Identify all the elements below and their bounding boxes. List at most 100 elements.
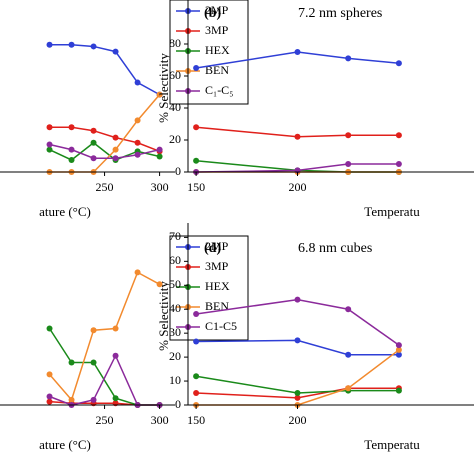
x-tick-label: 250 — [96, 180, 114, 194]
data-point — [156, 281, 163, 288]
y-axis-label: % Selectivity — [156, 53, 171, 123]
panel-title: 6.8 nm cubes — [298, 241, 372, 256]
data-point — [156, 91, 163, 98]
legend-label: 2MP — [205, 239, 229, 253]
series-line — [48, 271, 160, 402]
x-tick-label: 150 — [187, 413, 205, 427]
data-point — [112, 352, 119, 359]
data-point — [294, 390, 301, 397]
data-point — [345, 55, 352, 62]
y-tick-label: 20 — [169, 132, 181, 146]
series-line — [196, 163, 399, 173]
data-point — [112, 395, 119, 402]
data-point — [193, 157, 200, 164]
data-point — [68, 146, 75, 153]
x-tick-label: 150 — [187, 180, 205, 194]
legend-label: C₁-C₅ — [205, 83, 233, 97]
data-point — [134, 79, 141, 86]
data-point — [345, 351, 352, 358]
series-line — [49, 94, 161, 173]
data-point — [112, 146, 119, 153]
x-axis-label: Temperatu — [364, 437, 420, 452]
series-line — [195, 375, 399, 394]
x-tick-label: 300 — [151, 413, 169, 427]
y-tick-label: 60 — [169, 253, 181, 267]
y-tick-label: 80 — [169, 36, 181, 50]
data-point — [134, 139, 141, 146]
legend-label: BEN — [205, 299, 229, 313]
series-line — [195, 51, 399, 69]
data-point — [193, 124, 200, 131]
legend-label: HEX — [205, 43, 230, 57]
data-point — [112, 48, 119, 55]
x-tick-label: 200 — [289, 413, 307, 427]
data-point — [90, 396, 97, 403]
series-line — [49, 141, 160, 161]
data-point — [90, 359, 97, 366]
y-tick-label: 30 — [169, 325, 181, 339]
series-line — [49, 143, 160, 159]
x-tick-label: 250 — [96, 413, 114, 427]
x-axis-label: ature (°C) — [39, 437, 91, 452]
data-point — [395, 60, 402, 67]
data-point — [90, 43, 97, 50]
x-tick-label: 200 — [289, 180, 307, 194]
plot-area — [193, 296, 402, 408]
data-point — [156, 153, 163, 160]
panel-label: (d) — [204, 241, 221, 256]
data-point — [46, 398, 53, 405]
y-tick-label: 70 — [169, 229, 181, 243]
data-point — [90, 327, 97, 334]
data-point — [395, 161, 402, 167]
series-line — [196, 339, 399, 356]
x-axis-label: Temperatu — [364, 204, 420, 219]
data-point — [294, 49, 301, 55]
data-point — [294, 133, 301, 140]
plot-area — [46, 269, 163, 408]
data-point — [193, 311, 200, 318]
data-point — [395, 132, 402, 139]
data-point — [294, 337, 301, 344]
y-tick-label: 0 — [175, 164, 181, 178]
data-point — [46, 371, 53, 378]
x-tick-label: 300 — [151, 180, 169, 194]
legend-label: 2MP — [205, 3, 229, 17]
y-tick-label: 10 — [169, 373, 181, 387]
data-point — [68, 124, 75, 131]
panel-label: (b) — [204, 6, 221, 21]
data-point — [156, 146, 163, 153]
data-point — [68, 396, 75, 403]
data-point — [395, 351, 402, 358]
data-point — [112, 155, 119, 162]
data-point — [294, 296, 301, 303]
data-point — [134, 269, 141, 276]
series-line — [196, 126, 399, 138]
legend-label: 3MP — [205, 259, 229, 273]
data-point — [46, 41, 53, 48]
legend-label: 3MP — [205, 23, 229, 37]
y-tick-label: 40 — [169, 301, 181, 315]
data-point — [68, 156, 75, 163]
legend-label: HEX — [205, 279, 230, 293]
data-point — [193, 338, 200, 345]
x-axis-label: ature (°C) — [39, 204, 91, 219]
data-point — [345, 385, 352, 392]
y-tick-label: 40 — [169, 100, 181, 114]
y-tick-label: 0 — [175, 397, 181, 411]
data-point — [90, 139, 97, 146]
data-point — [68, 41, 75, 48]
data-point — [90, 127, 97, 134]
plot-area — [46, 41, 163, 175]
panel-title: 7.2 nm spheres — [298, 6, 382, 21]
data-point — [193, 390, 200, 397]
data-point — [46, 124, 53, 131]
data-point — [46, 393, 53, 400]
data-point — [46, 146, 53, 153]
data-point — [345, 132, 352, 139]
series-line — [49, 126, 160, 153]
y-tick-label: 50 — [169, 277, 181, 291]
series-line — [49, 43, 160, 96]
data-point — [134, 151, 141, 158]
